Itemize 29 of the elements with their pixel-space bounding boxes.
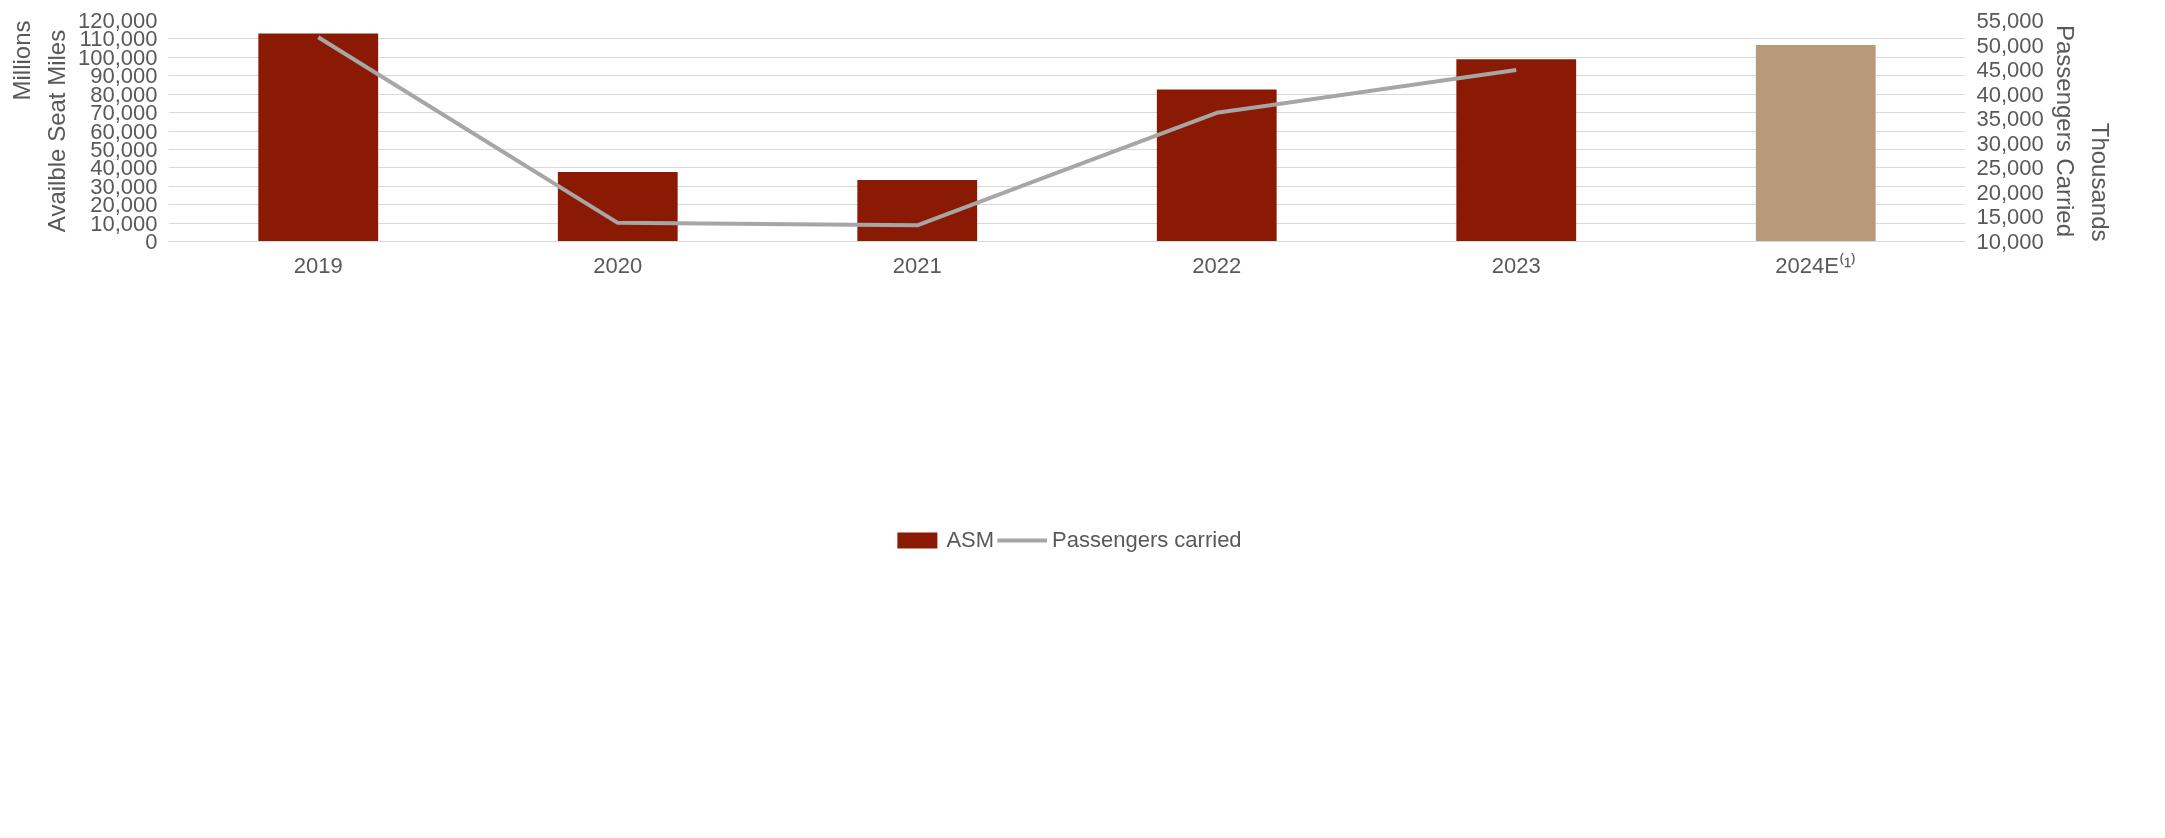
y2-tick-label: 45,000 [1976,57,2044,83]
bar [1755,44,1876,242]
line-series [316,35,1519,228]
legend-label: Passengers carried [1052,527,1242,553]
bar [1156,89,1277,242]
x-tick-label: 2022 [1192,252,1242,278]
y2-tick-label: 25,000 [1976,155,2044,181]
text: Millions [7,20,35,101]
y2-tick-label: 40,000 [1976,81,2044,107]
y2-tick-label: 55,000 [1976,8,2044,33]
bar [258,33,379,242]
y2-tick-label: 35,000 [1976,106,2044,132]
y2-tick-label: 50,000 [1976,32,2044,58]
x-tick-label: 2023 [1491,252,1541,278]
y2-tick-label: 15,000 [1976,204,2044,230]
y2-tick-label: 10,000 [1976,229,2044,254]
legend-label: ASM [946,527,995,553]
y2-tick-label: 20,000 [1976,179,2044,205]
text: Thousands [2086,122,2114,242]
bar [857,179,978,242]
x-tick-label: 2020 [593,252,643,278]
y2-axis-title: Passengers Carried [2051,24,2079,238]
x-tick-label: 2019 [293,252,343,278]
x-tick-label: 2024E⁽¹⁾ [1775,252,1857,278]
y-axis-title: Availble Seat Miles [42,29,70,233]
y2-tick-label: 30,000 [1976,130,2044,156]
bar [557,172,678,242]
x-tick-label: 2021 [892,252,942,278]
bar [1456,59,1577,242]
